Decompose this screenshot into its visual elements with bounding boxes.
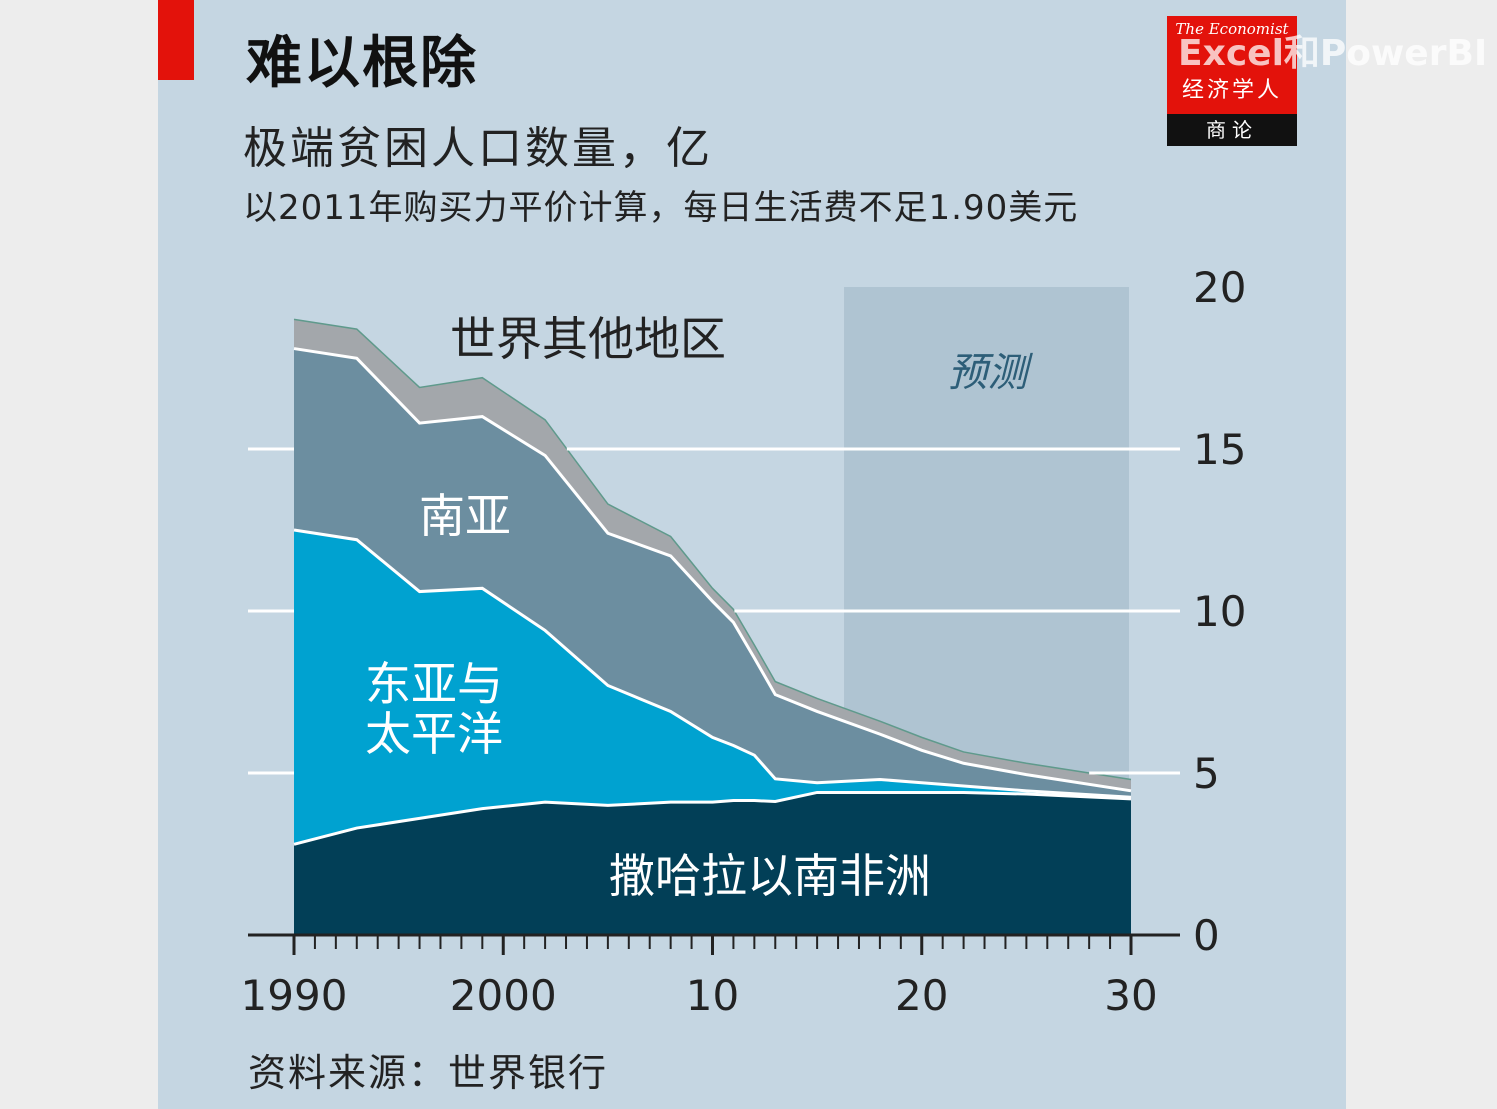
series-boundary-2 — [293, 347, 1132, 793]
series-label-2: 南亚 — [419, 489, 511, 543]
logo-bar: 商论 — [1167, 114, 1297, 146]
watermark-text: Excel和PowerBI — [1178, 33, 1488, 74]
economist-logo: The Economist 经济学人 商论 — [1167, 16, 1297, 146]
logo-name: 经济学人 — [1181, 78, 1282, 103]
chart-subtitle: 极端贫困人口数量，亿 — [243, 123, 713, 174]
series-top-outline — [293, 318, 1132, 781]
left-margin — [0, 0, 158, 1109]
x-tick-label-2010: 10 — [686, 971, 739, 1020]
y-tick-label-5: 5 — [1193, 749, 1220, 798]
x-tick-label-2000: 2000 — [450, 971, 557, 1020]
right-margin — [1346, 0, 1497, 1109]
y-tick-label-10: 10 — [1193, 587, 1246, 636]
series-boundary-0 — [293, 790, 1132, 846]
area-rest-of-world — [294, 319, 1131, 791]
y-tick-label-15: 15 — [1193, 425, 1246, 474]
y-tick-label-0: 0 — [1193, 911, 1220, 960]
chart-note: 以2011年购买力平价计算，每日生活费不足1.90美元 — [243, 188, 1079, 228]
logo-bar-text: 商论 — [1206, 118, 1258, 142]
area-sub-saharan-africa — [294, 792, 1131, 935]
area-south-asia — [294, 348, 1131, 798]
area-east-asia-pacific — [294, 530, 1131, 845]
x-tick-label-1990: 1990 — [241, 971, 348, 1020]
series-label-0: 撒哈拉以南非洲 — [609, 849, 931, 903]
chart-title: 难以根除 — [246, 31, 478, 96]
series-label-1: 东亚与太平洋 — [365, 657, 503, 761]
logo-top-text: The Economist — [1175, 20, 1289, 38]
source-note: 资料来源：世界银行 — [248, 1051, 609, 1095]
forecast-label: 预测 — [948, 350, 1034, 396]
series-label-3: 世界其他地区 — [450, 312, 726, 366]
economist-red-tag — [158, 0, 194, 80]
x-tick-label-2020: 20 — [895, 971, 948, 1020]
x-tick-label-2030: 30 — [1104, 971, 1157, 1020]
series-boundary-1 — [293, 528, 1132, 799]
y-tick-label-20: 20 — [1193, 263, 1246, 312]
